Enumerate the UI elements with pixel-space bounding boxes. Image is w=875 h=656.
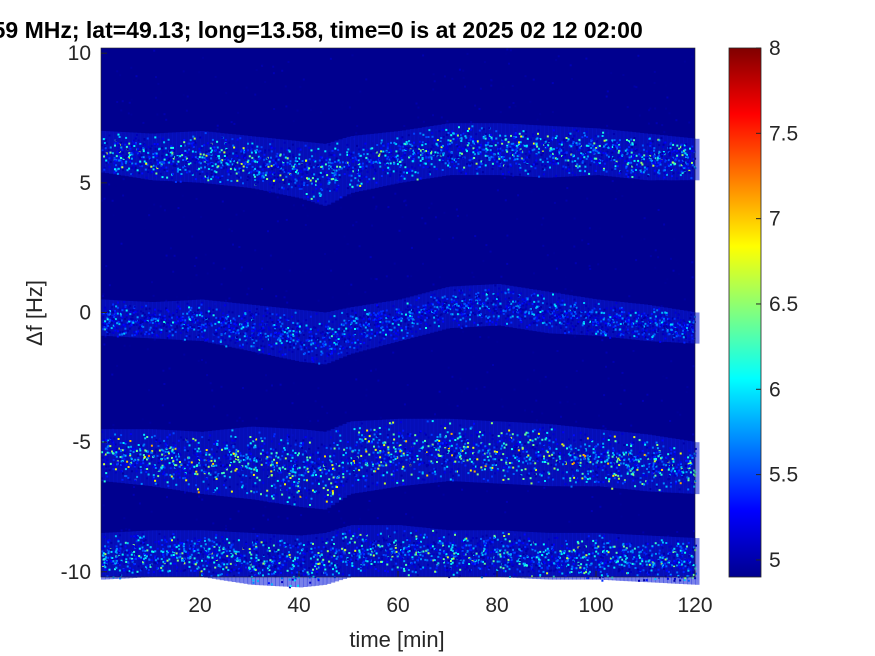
colorbar-tick-label: 7.5 xyxy=(769,122,798,145)
y-tick-label: -5 xyxy=(72,431,91,454)
x-axis-ticks: 20 40 60 80 100 120 xyxy=(188,571,713,617)
x-tick-label: 20 xyxy=(188,594,211,617)
signal-band-1 xyxy=(101,123,700,206)
x-tick-label: 40 xyxy=(287,594,310,617)
y-tick-label: 0 xyxy=(79,302,91,325)
signal-band-2 xyxy=(101,284,700,365)
signal-band-3 xyxy=(101,418,700,510)
colorbar-gradient xyxy=(728,47,762,578)
colorbar-tick-label: 7 xyxy=(769,208,781,231)
chart-title: =3.59 MHz; lat=49.13; long=13.58, time=0… xyxy=(0,17,643,43)
colorbar-tick-label: 8 xyxy=(769,37,781,60)
colorbar-tick-label: 5 xyxy=(769,549,781,572)
x-tick-label: 60 xyxy=(386,594,409,617)
y-tick-label: 10 xyxy=(68,42,91,65)
plot-area xyxy=(100,47,700,589)
x-tick-label: 120 xyxy=(677,594,712,617)
signal-band-4 xyxy=(101,525,700,589)
colorbar: 5 5.5 6 6.5 7 7.5 8 xyxy=(728,37,798,578)
x-axis-label: time [min] xyxy=(349,627,444,652)
y-tick-label: 5 xyxy=(79,172,91,195)
colorbar-tick-label: 6.5 xyxy=(769,293,798,316)
x-tick-label: 80 xyxy=(485,594,508,617)
y-axis-label: Δf [Hz] xyxy=(22,280,47,346)
y-tick-label: -10 xyxy=(61,561,91,584)
colorbar-tick-label: 6 xyxy=(769,378,781,401)
colorbar-tick-label: 5.5 xyxy=(769,464,798,487)
x-tick-label: 100 xyxy=(578,594,613,617)
y-axis-ticks: -10 -5 0 5 10 xyxy=(61,42,107,584)
